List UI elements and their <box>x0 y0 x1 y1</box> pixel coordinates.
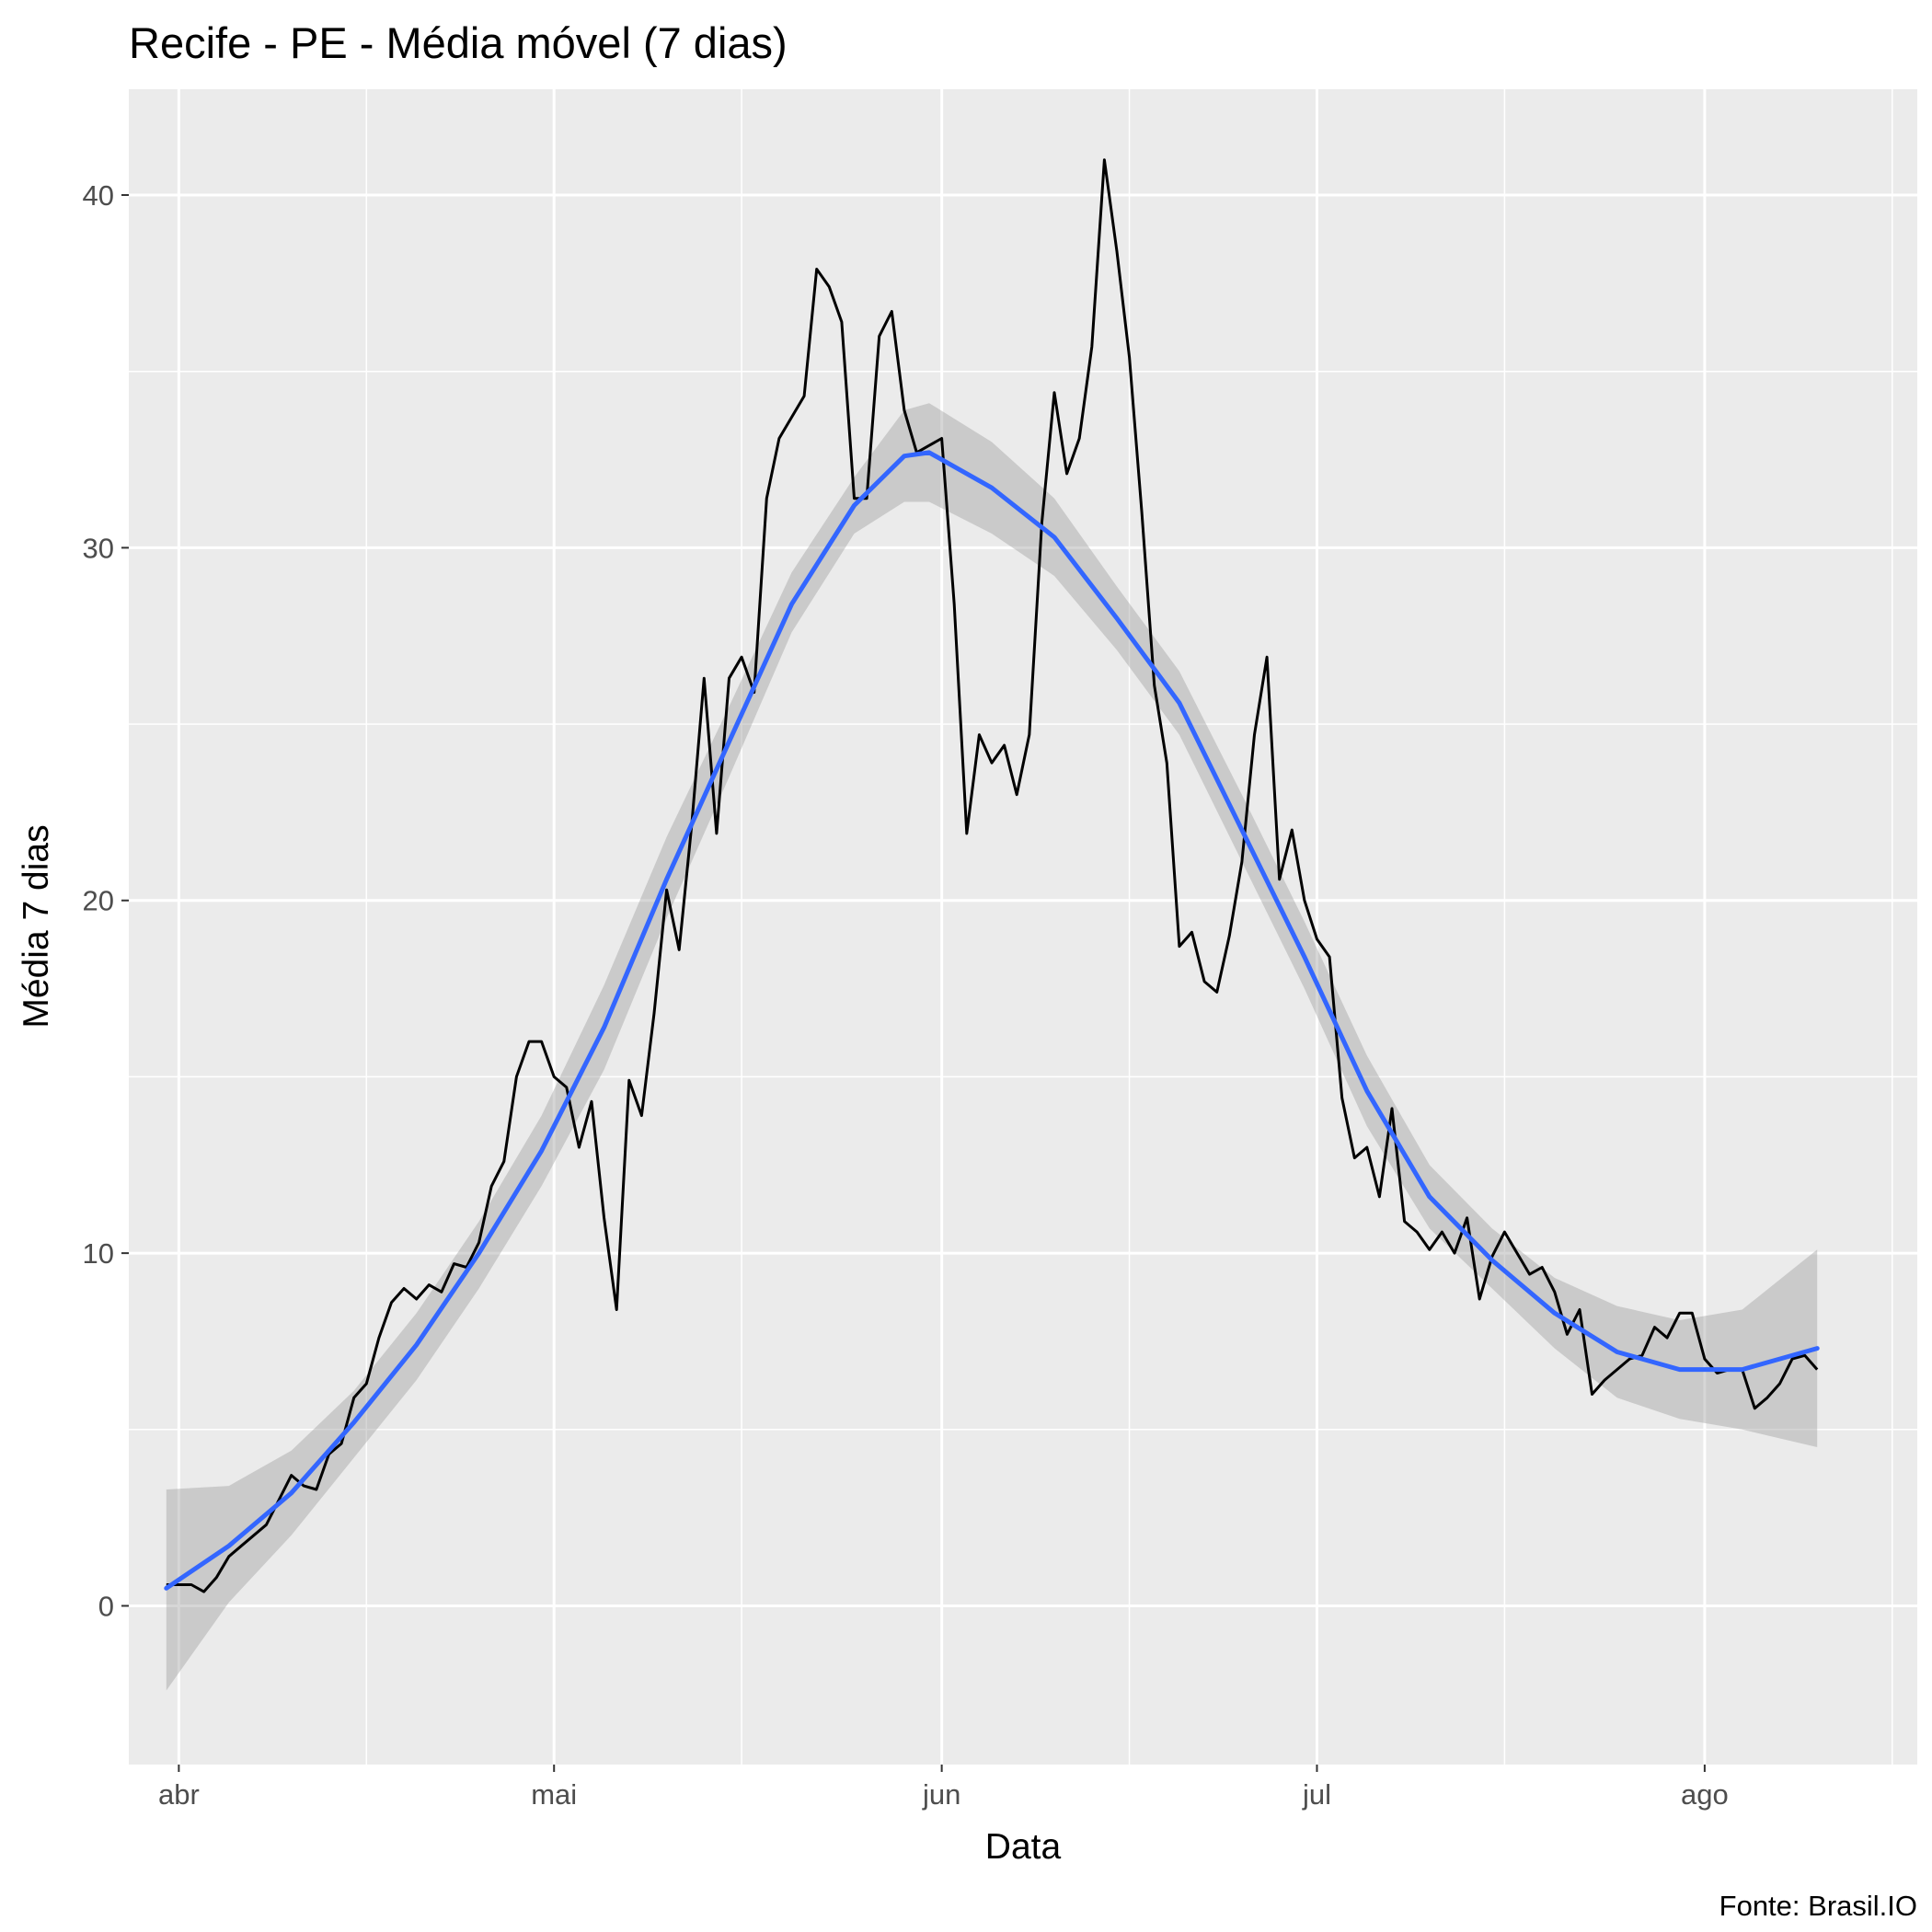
x-tick-label-4: ago <box>1681 1778 1729 1811</box>
major-gridlines <box>129 89 1917 1765</box>
y-tick-label-3: 30 <box>83 532 114 564</box>
moving-average-line <box>166 158 1819 1593</box>
chart-title: Recife - PE - Média móvel (7 dias) <box>129 18 788 67</box>
y-tick-label-0: 0 <box>98 1590 114 1622</box>
x-tick-label-0: abr <box>158 1778 200 1811</box>
x-tick-label-1: mai <box>531 1778 577 1811</box>
plot-panel <box>129 89 1917 1765</box>
y-axis-ticks: 0 10 20 30 40 <box>83 179 129 1622</box>
y-axis-title: Média 7 dias <box>17 824 56 1028</box>
y-tick-label-1: 10 <box>83 1237 114 1270</box>
smoothed-trend-line <box>164 450 1820 1591</box>
x-tick-label-2: jun <box>922 1778 960 1811</box>
source-caption: Fonte: Brasil.IO <box>1719 1890 1917 1922</box>
x-tick-label-3: jul <box>1302 1778 1331 1811</box>
x-axis-title: Data <box>985 1827 1062 1867</box>
y-tick-label-4: 40 <box>83 179 114 212</box>
x-axis-ticks: abr mai jun jul ago <box>158 1765 1729 1811</box>
y-tick-label-2: 20 <box>83 885 114 917</box>
